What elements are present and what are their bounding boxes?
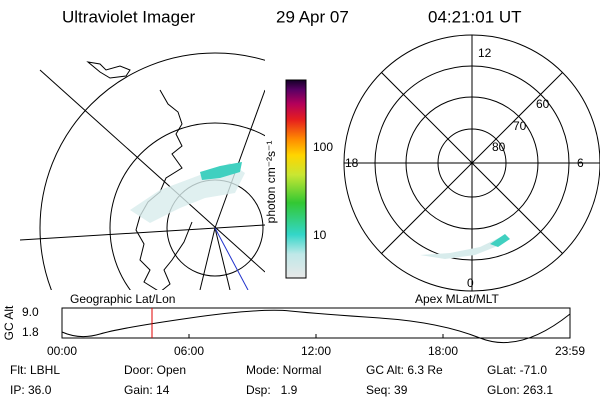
date: 29 Apr 07: [276, 7, 349, 26]
status-field: Mode: Normal: [246, 363, 321, 377]
colorbar-tick: 100: [313, 140, 333, 154]
polar-grid: [343, 34, 600, 292]
status-field: IP: 36.0: [10, 383, 52, 397]
x-tick-label: 12:00: [301, 344, 331, 358]
status-field: GLon: 263.1: [487, 383, 553, 397]
status-field: Gain: 14: [124, 383, 170, 397]
status-field: Flt: LBHL: [10, 363, 60, 377]
colorbar-tick: 10: [313, 228, 327, 242]
mlt-label: 18: [345, 156, 359, 170]
altitude-label: GC Alt: [2, 305, 16, 340]
mlt-label: 0: [467, 276, 474, 290]
mlt-label: 12: [478, 46, 492, 60]
status-field: Door: Open: [124, 363, 186, 377]
time: 04:21:01 UT: [428, 7, 522, 26]
colorbar: [285, 79, 307, 279]
y-tick-label: 9.0: [22, 305, 39, 319]
x-tick-label: 00:00: [47, 344, 77, 358]
altitude-curve: [61, 309, 571, 344]
mlat-label: 70: [513, 119, 527, 133]
x-tick-label: 23:59: [555, 344, 585, 358]
status-field: Seq: 39: [366, 383, 408, 397]
y-tick-label: 1.8: [22, 325, 39, 339]
left-panel-title: Geographic Lat/Lon: [70, 292, 175, 306]
status-field: GLat: -71.0: [487, 363, 547, 377]
status-field: Dsp: 1.9: [246, 383, 298, 397]
mlt-label: 6: [577, 156, 584, 170]
status-field: GC Alt: 6.3 Re: [366, 363, 443, 377]
mlat-label: 80: [492, 140, 506, 154]
x-tick-label: 18:00: [428, 344, 458, 358]
geographic-map: [20, 52, 265, 290]
mlat-label: 60: [536, 97, 550, 111]
right-panel-title: Apex MLat/MLT: [415, 292, 499, 306]
x-tick-label: 06:00: [174, 344, 204, 358]
colorbar-label: photon cm⁻²s⁻¹: [264, 141, 278, 224]
instrument: Ultraviolet Imager: [62, 7, 196, 26]
